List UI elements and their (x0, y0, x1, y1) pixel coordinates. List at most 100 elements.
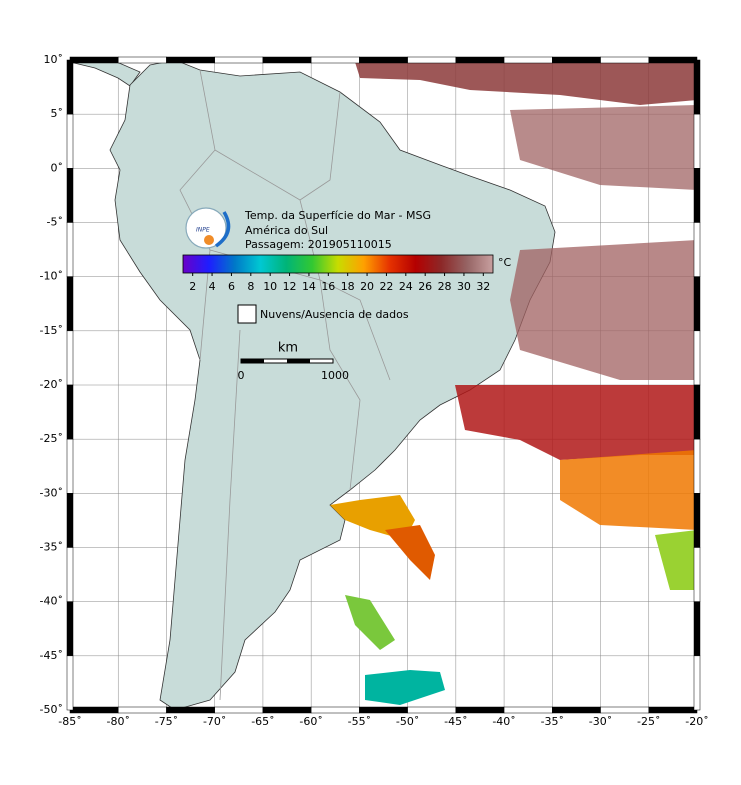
logo-text: INPE (196, 227, 210, 234)
x-tick-label: -75˚ (155, 715, 178, 728)
scale-bar-rect (287, 359, 310, 363)
frame-segment (166, 706, 215, 714)
colorbar-bar (182, 254, 494, 274)
y-tick-label: -50˚ (40, 703, 63, 716)
sst-patch (345, 595, 395, 650)
y-tick-label: -15˚ (40, 324, 63, 337)
colorbar-label: 2 (189, 280, 196, 293)
sst-patch (365, 670, 445, 705)
x-tick-label: -85˚ (58, 715, 81, 728)
central-america (69, 59, 141, 87)
frame-segment (648, 706, 698, 714)
frame-segment (407, 56, 457, 64)
title: Temp. da Superfície do Mar - MSG (244, 209, 431, 222)
y-tick-label: 10˚ (44, 53, 64, 66)
y-tick-label: -40˚ (40, 595, 63, 608)
frame-segment (693, 59, 701, 115)
frame-segment (66, 168, 74, 223)
colorbar-label: 6 (228, 280, 235, 293)
frame-segment (503, 706, 553, 714)
frame-segment (648, 56, 698, 64)
frame-segment (455, 706, 505, 714)
colorbar-label: 8 (247, 280, 254, 293)
y-tick-label: -10˚ (40, 270, 63, 283)
scale-label: 0 (238, 369, 245, 382)
frame-segment (600, 706, 650, 714)
x-tick-label: -50˚ (396, 715, 419, 728)
sst-patch (385, 525, 435, 580)
y-tick-label: 5˚ (51, 107, 64, 120)
x-tick-label: -80˚ (106, 715, 129, 728)
sst-patch (510, 105, 697, 190)
frame-segment (117, 706, 167, 714)
y-tick-label: -45˚ (40, 649, 63, 662)
y-tick-label: -20˚ (40, 378, 63, 391)
frame-segment (117, 56, 167, 64)
x-tick-label: -20˚ (685, 715, 708, 728)
x-tick-label: -55˚ (348, 715, 371, 728)
colorbar-label: 28 (438, 280, 452, 293)
frame-segment (66, 438, 74, 494)
colorbar-label: 14 (302, 280, 316, 293)
sst-patch (560, 450, 697, 530)
frame-segment (359, 706, 408, 714)
colorbar-label: 26 (418, 280, 432, 293)
logo-globe (185, 207, 227, 249)
frame-segment (66, 547, 74, 602)
frame-segment (693, 601, 701, 657)
frame-segment (693, 493, 701, 548)
scale-bar-rect (241, 359, 264, 363)
sst-patch (455, 385, 697, 460)
sst-patches (330, 62, 697, 705)
colorbar-label: 16 (321, 280, 335, 293)
frame-segment (66, 384, 74, 440)
x-tick-label: -25˚ (637, 715, 660, 728)
frame-segment (693, 384, 701, 440)
frame-segment (262, 56, 312, 64)
x-tick-label: -70˚ (203, 715, 226, 728)
colorbar-label: 20 (360, 280, 374, 293)
x-tick-label: -35˚ (541, 715, 564, 728)
frame-segment (214, 56, 264, 64)
x-tick-label: -60˚ (299, 715, 322, 728)
sst-patch (655, 530, 697, 590)
frame-segment (359, 56, 408, 64)
frame-segment (262, 706, 312, 714)
logo: INPE (185, 207, 231, 249)
frame-segment (66, 113, 74, 169)
sst-patch (510, 240, 697, 380)
frame-segment (310, 706, 360, 714)
subtitle: América do Sul (245, 224, 328, 237)
frame-segment (214, 706, 264, 714)
frame-segment (600, 56, 650, 64)
frame-segment (693, 547, 701, 602)
y-tick-label: -5˚ (47, 216, 63, 229)
colorbar-label: 18 (341, 280, 355, 293)
frame-segment (310, 56, 360, 64)
colorbar-label: 30 (457, 280, 471, 293)
frame-segment (693, 113, 701, 169)
frame-segment (693, 276, 701, 332)
frame-segment (66, 601, 74, 657)
y-tick-label: 0˚ (51, 161, 64, 174)
frame-segment (66, 276, 74, 332)
y-tick-label: -30˚ (40, 486, 63, 499)
frame (66, 56, 701, 714)
legend-swatch (237, 304, 257, 324)
frame-segment (66, 222, 74, 277)
frame-segment (552, 56, 601, 64)
frame-segment (66, 59, 74, 115)
frame-segment (693, 655, 701, 711)
frame-segment (69, 56, 119, 64)
frame-segment (66, 655, 74, 711)
subtitle: Passagem: 201905110015 (245, 238, 392, 251)
colorbar-label: 32 (476, 280, 490, 293)
scale-unit: km (278, 341, 298, 356)
colorbar-label: 4 (209, 280, 216, 293)
frame-segment (69, 706, 119, 714)
sst-patch (355, 62, 697, 105)
frame-segment (503, 56, 553, 64)
frame-segment (693, 168, 701, 223)
frame-segment (66, 330, 74, 386)
scale-bar: km 0 1000 (238, 341, 350, 383)
